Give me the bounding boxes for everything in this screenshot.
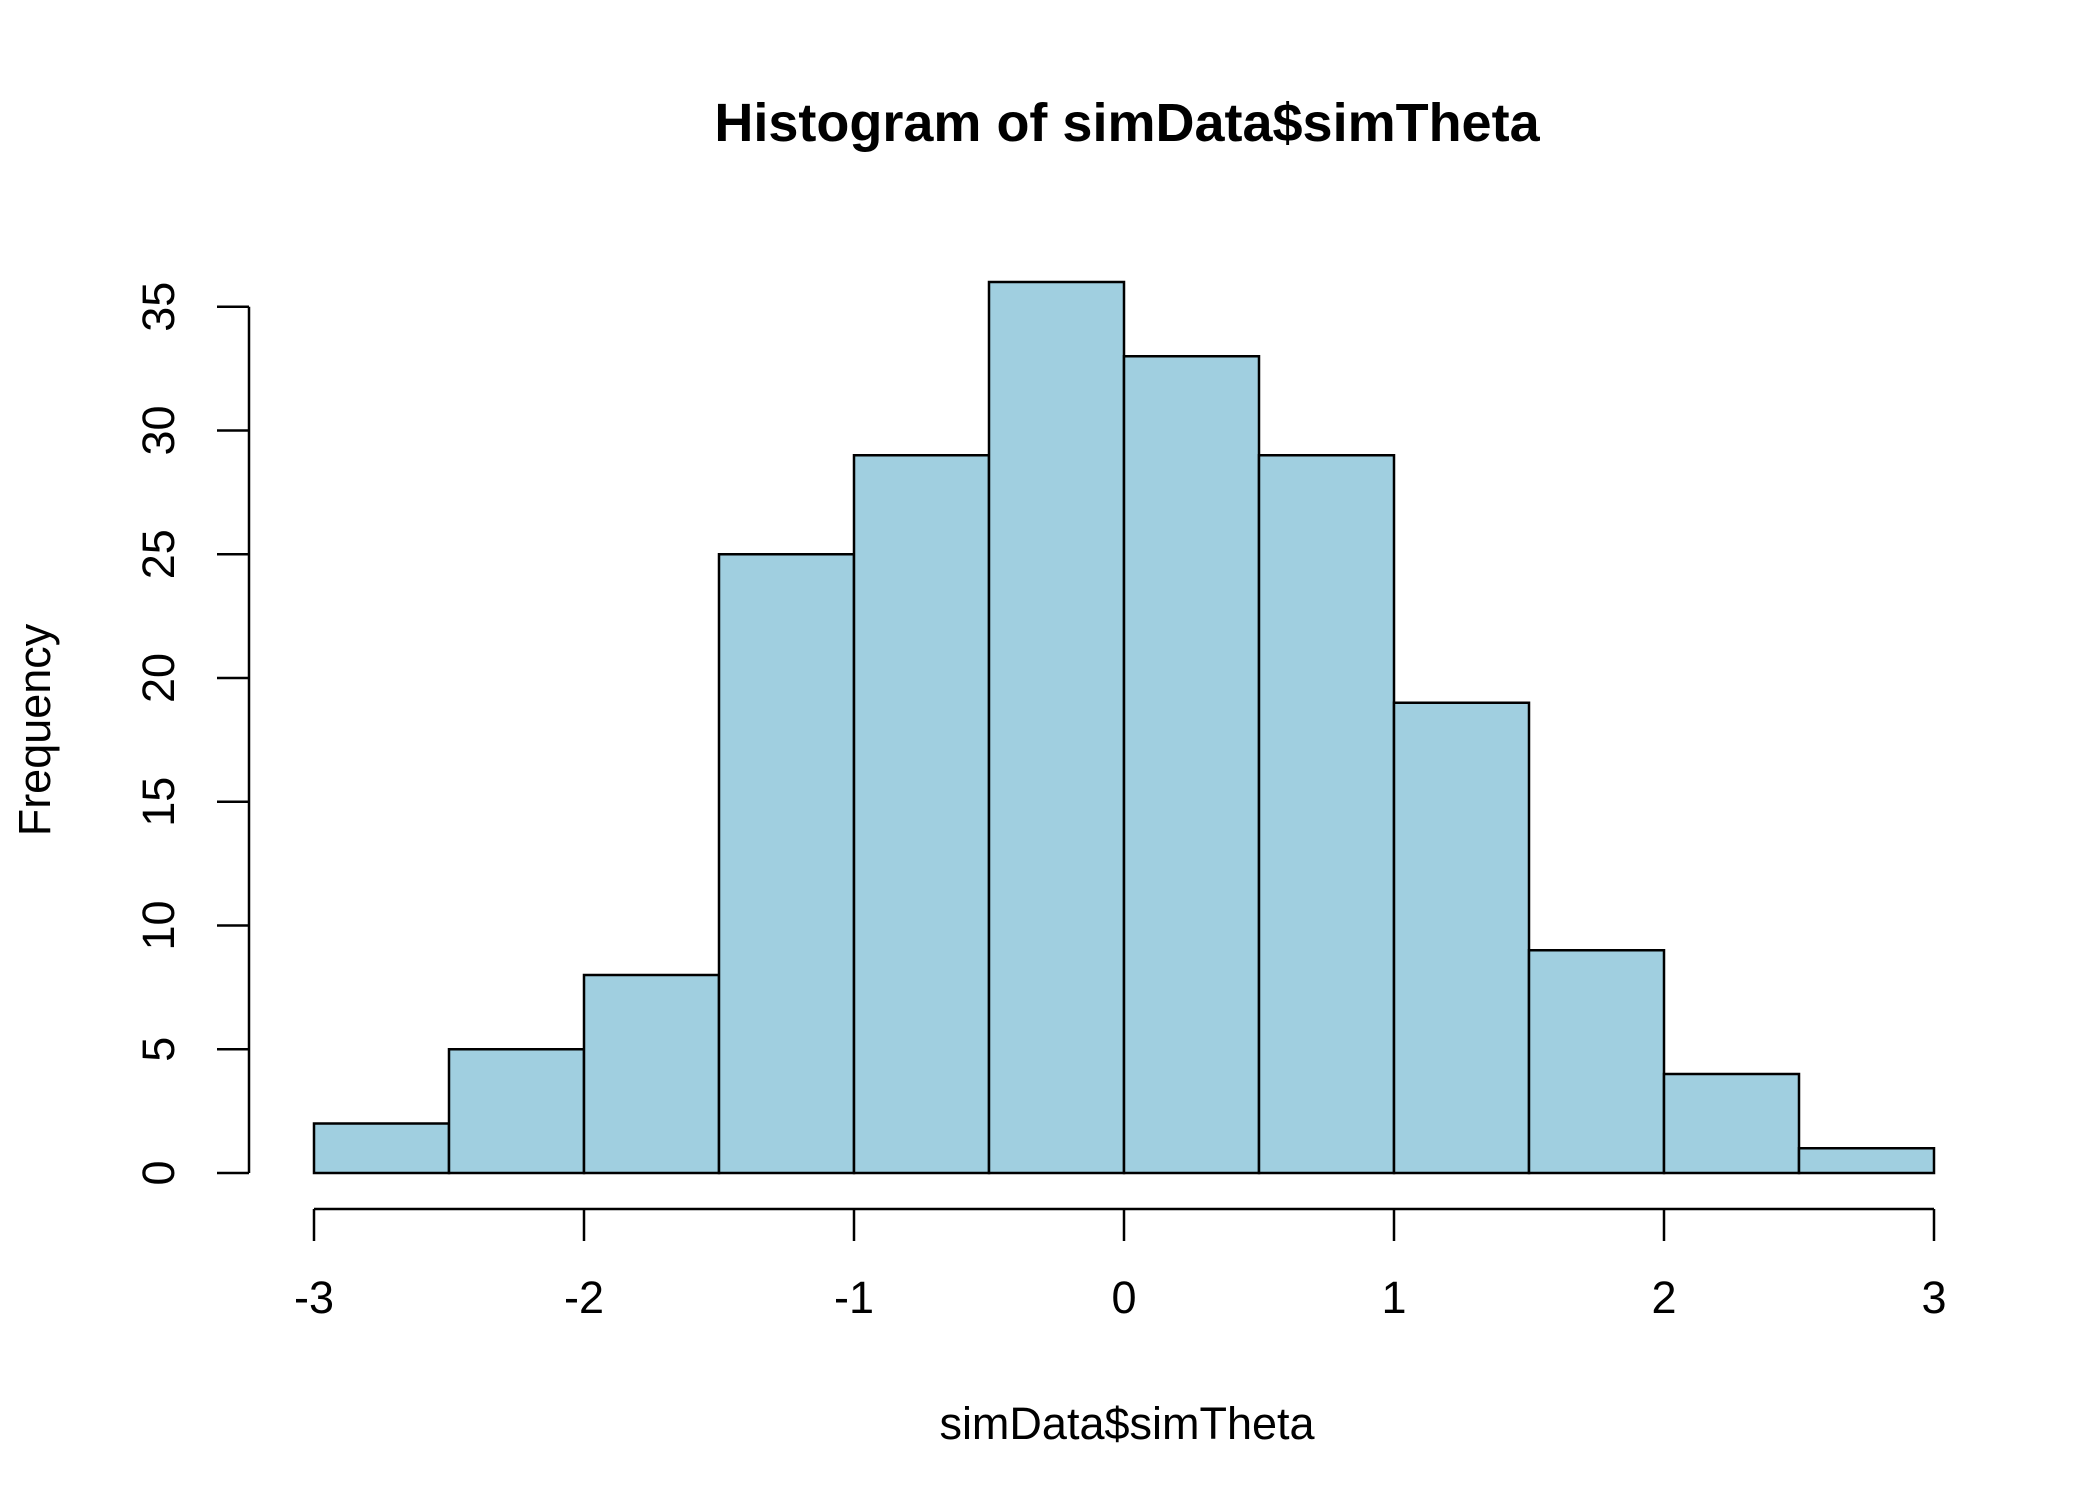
- y-tick-label: 15: [133, 777, 184, 827]
- chart-title: Histogram of simData$simTheta: [714, 93, 1540, 153]
- histogram-bar-4: [717, 553, 856, 1175]
- histogram-bar-6: [987, 280, 1126, 1175]
- histogram-bar-9: [1392, 701, 1531, 1175]
- x-tick-label: -2: [564, 1272, 604, 1323]
- y-tick-label: 10: [133, 900, 184, 950]
- histogram-bar-2: [447, 1048, 586, 1175]
- y-tick-label: 25: [133, 529, 184, 579]
- histogram-bar-11: [1662, 1072, 1801, 1175]
- y-axis-label: Frequency: [9, 623, 60, 836]
- y-tick-label: 5: [133, 1037, 184, 1062]
- y-tick-label: 30: [133, 405, 184, 455]
- histogram-bar-10: [1527, 949, 1666, 1175]
- x-tick-label: 1: [1381, 1272, 1406, 1323]
- histogram-bar-7: [1122, 355, 1261, 1175]
- bars-layer: [312, 280, 1936, 1175]
- histogram-bar-5: [852, 454, 991, 1175]
- histogram-bar-1: [312, 1122, 451, 1175]
- y-tick-label: 0: [133, 1160, 184, 1185]
- x-axis-label: simData$simTheta: [939, 1398, 1315, 1449]
- histogram-bar-12: [1797, 1147, 1936, 1175]
- y-axis: 0 5 10 15 20 25 30 35: [133, 282, 251, 1186]
- x-tick-label: 3: [1921, 1272, 1946, 1323]
- x-tick-label: -3: [294, 1272, 334, 1323]
- x-tick-label: 0: [1111, 1272, 1136, 1323]
- y-tick-label: 20: [133, 653, 184, 703]
- x-tick-label: -1: [834, 1272, 874, 1323]
- histogram-bar-3: [582, 973, 721, 1175]
- y-tick-label: 35: [133, 282, 184, 332]
- x-axis: -3 -2 -1 0 1 2 3: [294, 1207, 1947, 1323]
- x-tick-label: 2: [1651, 1272, 1676, 1323]
- histogram-bar-8: [1257, 454, 1396, 1175]
